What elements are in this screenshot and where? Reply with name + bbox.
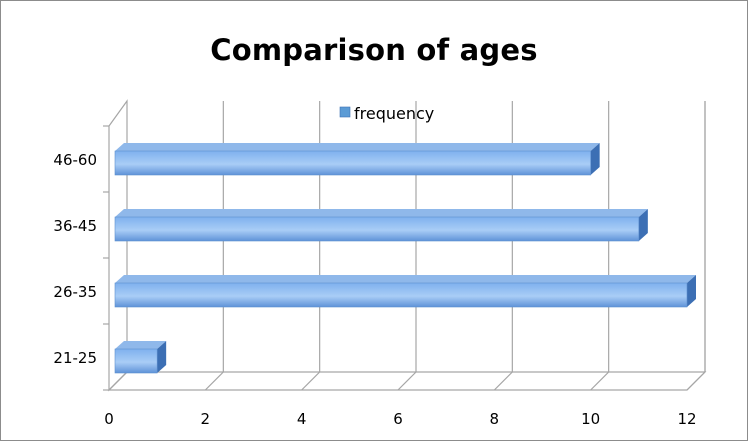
bar bbox=[114, 216, 640, 242]
y-category-label: 36-45 bbox=[53, 217, 97, 235]
chart-title: Comparison of ages bbox=[210, 33, 538, 67]
bar-top-face bbox=[115, 275, 696, 283]
x-tick-label: 10 bbox=[581, 410, 600, 428]
y-category-label: 46-60 bbox=[53, 151, 97, 169]
legend-swatch bbox=[339, 106, 351, 118]
x-tick-label: 0 bbox=[104, 410, 114, 428]
legend: frequency bbox=[339, 104, 434, 123]
bar-end-face bbox=[638, 209, 648, 241]
bar-top-face bbox=[115, 143, 600, 151]
bar bbox=[114, 348, 158, 374]
floor-gridline bbox=[397, 371, 417, 391]
bar-end-face bbox=[687, 275, 696, 307]
bar bbox=[114, 282, 688, 308]
floor-gridline bbox=[204, 371, 224, 391]
bar-end-face bbox=[157, 341, 167, 373]
bar-end-face bbox=[590, 143, 600, 175]
floor-gridline bbox=[301, 371, 321, 391]
floor-gridline bbox=[590, 371, 610, 391]
bar-layer bbox=[114, 143, 696, 374]
floor-gridline bbox=[493, 371, 513, 391]
x-tick-label: 2 bbox=[201, 410, 211, 428]
bar-top-face bbox=[115, 341, 167, 349]
y-category-label: 21-25 bbox=[53, 349, 97, 367]
bar bbox=[114, 150, 591, 176]
axis-layer bbox=[103, 99, 707, 392]
y-category-label: 26-35 bbox=[53, 283, 97, 301]
x-tick-label: 8 bbox=[490, 410, 500, 428]
legend-label: frequency bbox=[354, 104, 434, 123]
bar-top-face bbox=[115, 209, 648, 217]
x-tick-label: 12 bbox=[677, 410, 696, 428]
x-tick-label: 4 bbox=[297, 410, 307, 428]
label-layer: 0 2 4 6 8 10 12 21-25 26-35 36-45 46-60 bbox=[53, 151, 696, 428]
x-tick-label: 6 bbox=[393, 410, 403, 428]
